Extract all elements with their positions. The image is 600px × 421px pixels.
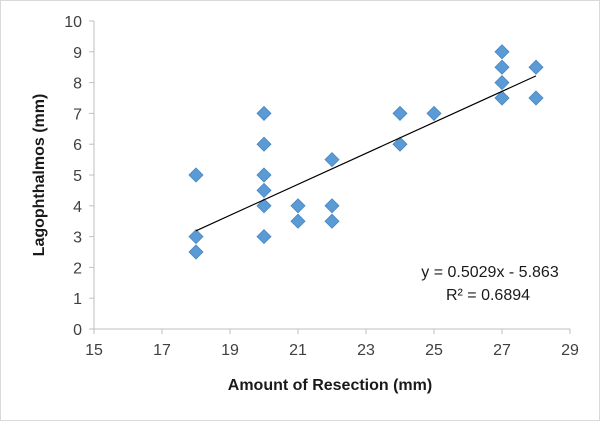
y-tick-label: 3 [73, 230, 82, 247]
x-tick-label: 17 [153, 342, 171, 359]
trendline-r-squared: R² = 0.6894 [446, 287, 530, 304]
x-tick-label: 23 [357, 342, 375, 359]
x-tick-label: 25 [425, 342, 443, 359]
data-point [426, 105, 442, 121]
y-tick-label: 6 [73, 137, 82, 154]
y-tick-label: 0 [73, 322, 82, 339]
x-tick-label: 29 [561, 342, 579, 359]
data-point [290, 213, 306, 229]
x-tick-label: 27 [493, 342, 511, 359]
data-point [256, 136, 272, 152]
y-tick-label: 5 [73, 168, 82, 185]
data-point [188, 244, 204, 260]
x-tick-label: 15 [85, 342, 103, 359]
data-point [528, 59, 544, 75]
x-tick-labels: 15 17 19 21 23 25 27 29 [85, 329, 579, 359]
x-axis-title: Amount of Resection (mm) [228, 377, 432, 394]
x-tick-label: 19 [221, 342, 239, 359]
data-point [290, 198, 306, 214]
y-tick-label: 2 [73, 260, 82, 277]
data-point [256, 229, 272, 245]
trendline-line [195, 75, 537, 232]
data-point [256, 167, 272, 183]
trendline [195, 75, 537, 232]
y-tick-label: 10 [64, 14, 82, 31]
data-points [188, 44, 544, 260]
data-point [188, 167, 204, 183]
data-point [256, 198, 272, 214]
data-point [256, 105, 272, 121]
y-tick-labels: 0 1 2 3 4 5 6 7 8 9 10 [64, 14, 94, 339]
y-tick-label: 1 [73, 291, 82, 308]
y-tick-label: 9 [73, 45, 82, 62]
y-tick-label: 8 [73, 76, 82, 93]
y-tick-label: 4 [73, 199, 82, 216]
data-point [494, 44, 510, 60]
y-axis-title: Lagophthalmos (mm) [31, 94, 48, 257]
data-point [528, 90, 544, 106]
data-point [392, 105, 408, 121]
trendline-equation: y = 0.5029x - 5.863 [421, 264, 559, 281]
data-point [324, 152, 340, 168]
data-point [256, 182, 272, 198]
data-point [324, 213, 340, 229]
data-point [188, 229, 204, 245]
y-tick-label: 7 [73, 106, 82, 123]
data-point [392, 136, 408, 152]
data-point [494, 59, 510, 75]
data-point [324, 198, 340, 214]
data-point [494, 75, 510, 91]
x-tick-label: 21 [289, 342, 307, 359]
data-point [494, 90, 510, 106]
